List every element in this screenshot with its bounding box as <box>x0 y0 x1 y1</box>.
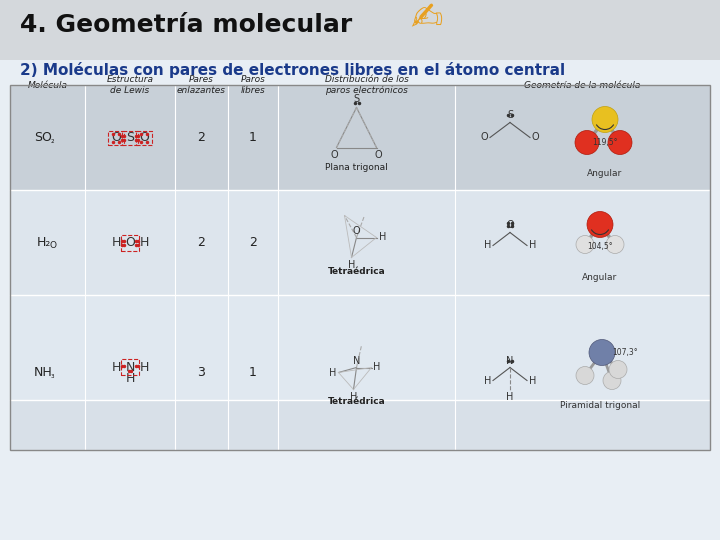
Bar <box>136 131 152 145</box>
Text: Pares
enlazantes: Pares enlazantes <box>177 75 226 94</box>
Text: O: O <box>532 132 539 143</box>
Text: 104,5°: 104,5° <box>588 242 613 252</box>
Text: H: H <box>329 368 336 377</box>
Text: O: O <box>353 226 360 235</box>
Text: Piramidal trigonal: Piramidal trigonal <box>560 401 640 409</box>
Text: N: N <box>506 355 513 366</box>
Text: H: H <box>529 240 536 251</box>
Text: H: H <box>374 362 381 373</box>
Text: H: H <box>484 375 491 386</box>
Text: N: N <box>125 361 135 374</box>
Text: O: O <box>139 131 149 144</box>
Circle shape <box>606 235 624 253</box>
Bar <box>108 131 124 145</box>
Circle shape <box>592 106 618 132</box>
Circle shape <box>575 131 599 154</box>
Text: H: H <box>484 240 491 251</box>
Text: ₂: ₂ <box>50 136 54 145</box>
Text: H: H <box>506 393 513 402</box>
Text: ₃: ₃ <box>50 371 54 380</box>
Text: Geometría de la molécula: Geometría de la molécula <box>524 80 641 90</box>
Text: 1: 1 <box>249 131 257 144</box>
Text: SO: SO <box>35 131 53 144</box>
Text: H: H <box>125 372 135 385</box>
Bar <box>121 359 139 375</box>
Text: NH: NH <box>34 366 53 379</box>
Text: H: H <box>529 375 536 386</box>
Text: O: O <box>49 241 56 250</box>
Bar <box>10 85 710 190</box>
Text: 2) Moléculas con pares de electrones libres en el átomo central: 2) Moléculas con pares de electrones lib… <box>20 62 565 78</box>
Text: O: O <box>480 132 488 143</box>
Text: O: O <box>330 151 338 160</box>
Bar <box>121 234 139 251</box>
Text: Angular: Angular <box>588 170 623 179</box>
Text: H: H <box>350 393 357 402</box>
Text: 3: 3 <box>197 366 205 379</box>
Bar <box>10 295 710 400</box>
Text: H: H <box>139 236 149 249</box>
Text: O: O <box>125 236 135 249</box>
Text: O: O <box>506 220 514 231</box>
Text: S: S <box>126 131 134 144</box>
Text: Plana trigonal: Plana trigonal <box>325 163 388 172</box>
Bar <box>122 131 138 145</box>
Text: ✍: ✍ <box>410 0 443 38</box>
Text: Tetraédrica: Tetraédrica <box>328 397 385 407</box>
Text: Paros
libres: Paros libres <box>240 75 266 94</box>
Circle shape <box>589 340 615 366</box>
Text: S: S <box>507 110 513 119</box>
Bar <box>10 190 710 295</box>
Text: 2: 2 <box>197 131 205 144</box>
Text: Molécula: Molécula <box>27 80 68 90</box>
Text: H: H <box>112 361 121 374</box>
Text: 2: 2 <box>249 236 257 249</box>
Bar <box>10 400 710 450</box>
Text: Distribución de los
paros electrónicos: Distribución de los paros electrónicos <box>325 75 408 95</box>
Text: 119,5°: 119,5° <box>593 138 618 146</box>
Bar <box>10 85 710 450</box>
Text: Tetraédrica: Tetraédrica <box>328 267 385 276</box>
Text: 1: 1 <box>249 366 257 379</box>
Text: 107,3°: 107,3° <box>612 348 638 357</box>
Text: S: S <box>354 94 359 105</box>
Text: 2: 2 <box>197 236 205 249</box>
Circle shape <box>603 372 621 389</box>
Text: O: O <box>111 131 121 144</box>
Text: H₂: H₂ <box>36 236 50 249</box>
Circle shape <box>609 361 627 379</box>
Text: H: H <box>112 236 121 249</box>
Circle shape <box>608 131 632 154</box>
Text: O: O <box>374 151 382 160</box>
Text: Angular: Angular <box>582 273 618 281</box>
Text: Estructura
de Lewis: Estructura de Lewis <box>107 75 153 94</box>
Text: 4. Geometría molecular: 4. Geometría molecular <box>20 13 352 37</box>
Circle shape <box>576 367 594 384</box>
Text: H: H <box>379 233 386 242</box>
Text: H: H <box>348 260 355 271</box>
Bar <box>0 0 720 60</box>
Circle shape <box>576 235 594 253</box>
Text: N: N <box>353 355 360 366</box>
Circle shape <box>587 212 613 238</box>
Text: H: H <box>139 361 149 374</box>
